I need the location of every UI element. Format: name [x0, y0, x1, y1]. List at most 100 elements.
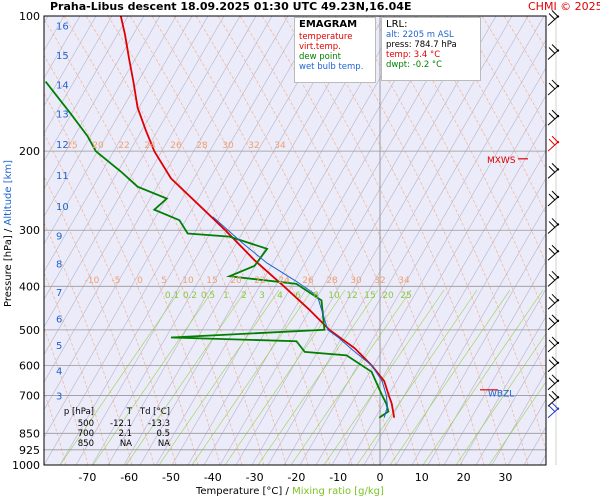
altitude-tick-label: 10 [56, 202, 69, 213]
altitude-tick-label: 14 [56, 80, 69, 91]
dry-adiabat [107, 16, 309, 465]
temperature-tick-label: -20 [287, 471, 305, 484]
pressure-tick-label: 600 [19, 359, 40, 372]
dry-adiabat [173, 16, 375, 465]
mixing-ratio-label: 1 [223, 291, 229, 301]
dry-adiabat-label: 15 [206, 276, 217, 286]
temperature-tick-label: -40 [204, 471, 222, 484]
wind-barb-feather [551, 356, 559, 364]
altitude-tick-label: 12 [56, 140, 69, 151]
diagonal-gridline [59, 16, 321, 465]
wind-barb [547, 320, 559, 331]
wind-barb [547, 408, 559, 419]
diagonal-gridline [572, 16, 600, 465]
wind-barb [547, 224, 559, 234]
altitude-tick-label: 9 [56, 231, 62, 242]
dry-adiabat-label: -5 [112, 276, 121, 286]
diagonal-gridline [283, 16, 545, 465]
legend-item-dew-point: dew point [299, 52, 341, 62]
wind-barb-feather [551, 135, 559, 143]
series-line-wet-bulb-temp- [212, 216, 389, 418]
wind-barb [547, 85, 559, 96]
dry-adiabat-label: 30 [350, 276, 362, 286]
mxws-marker: MXWS [487, 156, 516, 166]
wind-barb-dot [556, 361, 560, 364]
plot-area [44, 16, 600, 465]
levels-cell: 700 [77, 429, 94, 439]
diagonal-gridline [44, 16, 145, 190]
wind-barb [547, 50, 559, 60]
temperature-tick-label: 0 [377, 471, 384, 484]
wind-barb [547, 169, 559, 179]
plot-background [44, 16, 546, 465]
legend-item-virt-temp: virt.temp. [299, 42, 341, 52]
y-axis-label-pressure: Pressure [hPa] [3, 235, 14, 307]
diagonal-gridline [171, 16, 433, 465]
mixing-ratio-line [290, 289, 412, 465]
dry-adiabat [592, 16, 600, 465]
diagonal-gridline [44, 16, 161, 217]
wind-barb-feather [551, 218, 559, 225]
diagonal-gridline [91, 16, 353, 465]
chart-title: Praha-Libus descent 18.09.2025 01:30 UTC… [50, 0, 412, 13]
diagonal-gridline [459, 315, 546, 465]
dry-adiabat-label: 30 [222, 141, 234, 151]
table-row: 850 NA NA [48, 439, 170, 449]
altitude-tick-label: 4 [56, 367, 62, 378]
lrl-press: press: 784.7 hPa [386, 40, 457, 50]
wind-barb-feather [548, 393, 556, 401]
diagonal-gridline [44, 16, 273, 411]
wind-barb-dot [556, 49, 560, 52]
x-axis-label-sep: / [285, 486, 289, 497]
copyright: CHMI © 2025 [528, 0, 600, 13]
mixing-ratio-line [191, 289, 313, 465]
temperature-tick-label: -50 [162, 471, 180, 484]
dry-adiabat [503, 16, 546, 88]
mixing-ratio-label: 4 [277, 291, 283, 301]
dry-adiabat [570, 16, 600, 465]
dry-adiabat-label: 22 [118, 141, 129, 151]
pressure-tick-label: 100 [19, 10, 40, 23]
wind-barb-dot [556, 168, 560, 171]
diagonal-gridline [139, 16, 401, 465]
y-axis-label: Pressure [hPa] / Altitude [km] [3, 160, 14, 307]
wind-barb-feather [548, 377, 556, 385]
wind-barb [547, 342, 559, 353]
mixing-ratio-line [356, 289, 478, 465]
dry-adiabat-label: 5 [161, 276, 167, 286]
lrl-temp: temp: 3.4 °C [386, 50, 441, 60]
x-axis-label: Temperature [°C] / Mixing ratio [g/kg] [196, 486, 384, 497]
altitude-tick-label: 8 [56, 260, 62, 271]
pressure-tick-label: 850 [19, 427, 40, 440]
dry-adiabat [239, 16, 441, 465]
wind-barb-dot [556, 250, 560, 253]
dry-adiabat-label: 10 [182, 276, 194, 286]
wind-barb [547, 250, 559, 261]
diagonal-gridline [44, 16, 113, 135]
wind-barb-feather [548, 317, 556, 325]
dry-adiabat [459, 16, 546, 170]
diagonal-gridline [219, 16, 481, 465]
wind-barb-feather [551, 190, 559, 198]
levels-cell: 0.5 [156, 429, 170, 439]
diagonal-gridline [588, 16, 600, 465]
wind-barb-feather [548, 47, 556, 54]
x-axis-label-mixing: Mixing ratio [g/kg] [292, 486, 384, 497]
levels-cell: -13.3 [148, 419, 170, 429]
wind-barb-feather [551, 374, 559, 382]
wind-barb-feather [551, 109, 559, 117]
temperature-tick-label: 10 [415, 471, 429, 484]
wind-barb-feather [548, 405, 556, 413]
wind-barb-feather [551, 270, 559, 278]
altitude-tick-label: 5 [56, 341, 62, 352]
dry-adiabat-label: 34 [398, 276, 410, 286]
wind-barb-feather [548, 82, 556, 90]
wind-barb-dot [556, 276, 560, 279]
wind-barb [547, 276, 559, 287]
wind-barb-feather [551, 44, 559, 51]
diagonal-gridline [315, 67, 546, 465]
dry-adiabat-label: 15 [66, 141, 77, 151]
legend-box: EMAGRAM temperature virt.temp. dew point… [294, 17, 376, 83]
mixing-ratio-label: 0.2 [183, 291, 197, 301]
